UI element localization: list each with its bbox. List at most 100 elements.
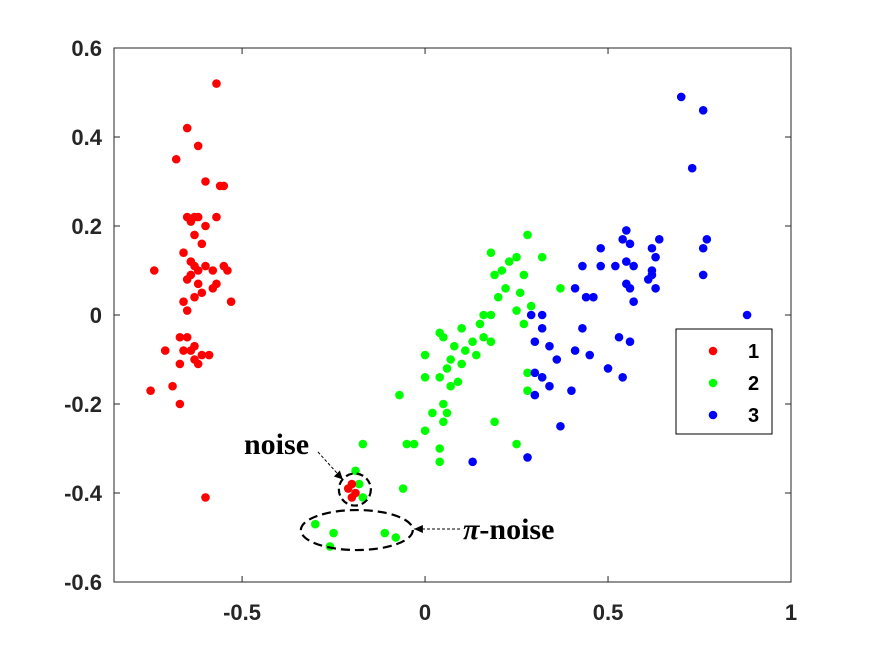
data-point-series-3	[545, 341, 554, 351]
data-point-series-3	[614, 332, 624, 342]
data-point-series-1	[197, 288, 207, 298]
data-point-series-1	[193, 279, 203, 289]
legend-label-3: 3	[748, 405, 759, 427]
data-point-series-1	[197, 350, 207, 360]
data-point-series-1	[168, 381, 177, 391]
data-point-series-2	[442, 408, 452, 418]
data-point-series-3	[702, 235, 712, 244]
data-point-series-3	[581, 292, 591, 302]
data-point-series-3	[651, 284, 660, 293]
data-point-series-2	[453, 377, 463, 387]
data-point-series-1	[149, 266, 159, 275]
data-point-series-3	[625, 284, 635, 293]
data-point-series-3	[622, 226, 631, 235]
x-tick-label: 0	[419, 600, 431, 625]
data-point-series-2	[519, 319, 529, 329]
data-point-series-3	[570, 346, 580, 355]
data-point-series-1	[186, 346, 196, 355]
data-point-series-1	[175, 399, 185, 409]
data-point-series-2	[395, 390, 404, 400]
data-point-series-3	[643, 275, 653, 284]
data-point-series-1	[179, 297, 188, 306]
data-point-series-3	[698, 243, 708, 253]
data-point-series-1	[223, 266, 232, 275]
data-point-series-2	[537, 252, 547, 262]
data-point-series-1	[193, 141, 203, 151]
data-point-series-2	[519, 270, 529, 280]
data-point-series-2	[512, 439, 521, 449]
data-point-series-2	[420, 426, 430, 436]
y-tick-label: 0.2	[71, 214, 102, 239]
data-point-series-3	[742, 310, 752, 320]
data-point-series-2	[493, 292, 503, 302]
data-point-series-3	[698, 106, 708, 115]
data-point-series-3	[526, 310, 536, 320]
data-point-series-2	[435, 457, 444, 467]
legend: 1 2 3	[675, 328, 773, 435]
data-point-series-1	[171, 154, 181, 164]
data-point-series-3	[585, 350, 595, 360]
data-point-series-1	[193, 359, 203, 369]
data-point-series-2	[428, 408, 437, 418]
data-point-series-2	[398, 484, 408, 493]
data-point-series-1	[190, 212, 199, 222]
data-point-series-3	[618, 373, 627, 382]
data-point-series-2	[523, 230, 532, 240]
data-point-series-1	[208, 266, 218, 275]
x-tick-label: 0.5	[593, 600, 624, 625]
data-point-series-3	[537, 324, 547, 333]
data-point-series-3	[698, 270, 708, 280]
data-point-series-2	[446, 355, 455, 364]
legend-label-2: 2	[748, 373, 759, 395]
y-tick-label: 0	[90, 303, 102, 328]
data-point-series-2	[461, 346, 470, 355]
x-axis-ticks: -0.5 0 0.5 1	[223, 48, 797, 625]
data-point-series-2	[409, 439, 419, 449]
data-point-series-3	[625, 239, 635, 249]
data-point-series-1	[182, 123, 192, 133]
data-point-series-3	[567, 386, 576, 395]
data-point-series-3	[622, 257, 631, 266]
y-tick-label: 0.4	[71, 125, 102, 150]
data-point-series-3	[629, 261, 638, 271]
y-tick-label: -0.2	[64, 392, 102, 417]
data-point-series-2	[479, 332, 488, 342]
data-point-series-2	[497, 266, 507, 275]
data-point-series-2	[468, 337, 477, 347]
data-point-series-2	[512, 252, 521, 262]
data-point-series-1	[179, 346, 188, 355]
data-point-series-2	[486, 337, 496, 347]
data-point-series-3	[603, 364, 613, 373]
data-point-series-3	[611, 261, 620, 271]
data-point-series-1	[212, 279, 221, 289]
data-point-series-3	[552, 355, 562, 364]
data-point-series-2	[486, 310, 496, 320]
data-point-series-3	[596, 261, 606, 271]
data-point-series-2	[515, 288, 525, 298]
data-point-series-2	[446, 381, 455, 391]
data-point-series-2	[523, 386, 532, 395]
data-point-series-3	[625, 337, 635, 347]
data-point-series-1	[160, 346, 170, 355]
y-tick-label: 0.6	[71, 36, 102, 61]
data-point-series-2	[358, 439, 368, 449]
data-point-series-2	[486, 248, 496, 257]
y-axis-ticks: 0.6 0.4 0.2 0 -0.2 -0.4 -0.6	[64, 36, 791, 595]
data-point-series-3	[545, 381, 554, 391]
data-point-series-3	[523, 453, 532, 462]
data-point-series-3	[618, 235, 627, 244]
x-tick-label: 1	[785, 600, 797, 625]
data-point-series-2	[325, 542, 335, 551]
data-point-series-2	[471, 350, 481, 360]
data-point-series-3	[629, 297, 638, 306]
legend-marker-2	[708, 378, 718, 388]
data-point-series-1	[197, 239, 207, 249]
data-point-series-1	[201, 261, 210, 271]
data-point-series-1	[182, 332, 192, 342]
pi-noise-arrowhead	[413, 525, 423, 534]
data-point-series-3	[578, 324, 587, 333]
data-point-series-1	[190, 292, 199, 302]
data-point-series-1	[182, 275, 192, 284]
noise-label: noise	[244, 428, 309, 461]
